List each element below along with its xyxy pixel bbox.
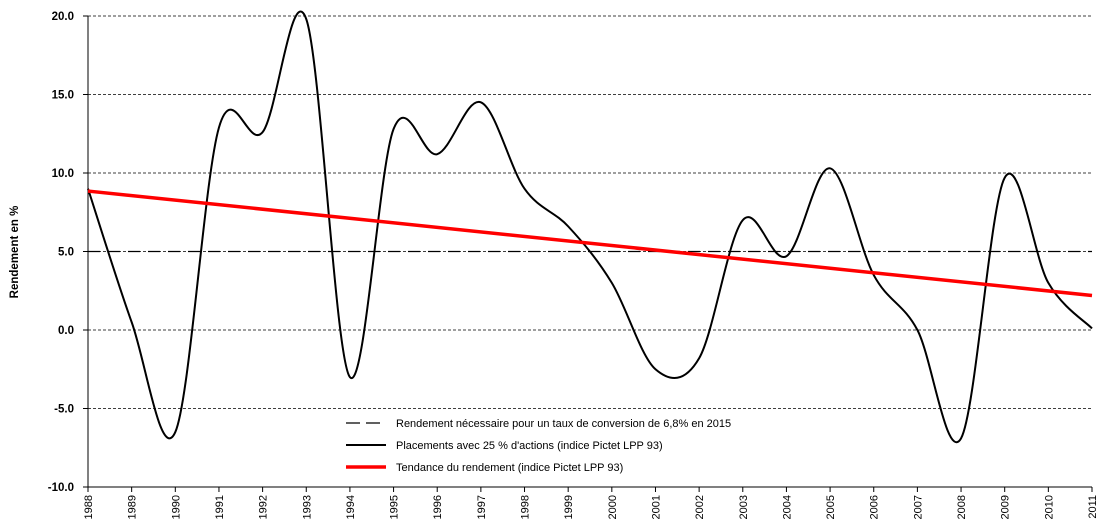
x-tick-label: 2007 [912, 495, 924, 519]
x-tick-label: 2005 [825, 495, 837, 519]
x-tick-label: 2004 [781, 495, 793, 519]
y-axis-label: Rendement en % [9, 206, 21, 299]
x-tick-label: 2008 [956, 495, 968, 519]
legend-label: Tendance du rendement (indice Pictet LPP… [396, 462, 623, 474]
x-tick-label: 2001 [650, 495, 662, 519]
y-tick-label: 10.0 [52, 168, 74, 180]
x-tick-label: 2000 [607, 495, 619, 519]
y-tick-label: 15.0 [52, 90, 74, 102]
x-tick-label: 1996 [432, 495, 444, 519]
y-tick-label: -10.0 [48, 482, 74, 494]
y-tick-label: -5.0 [54, 404, 74, 416]
x-tick-label: 1995 [389, 495, 401, 519]
y-tick-label: 20.0 [52, 11, 74, 23]
x-tick-label: 1993 [301, 495, 313, 519]
x-tick-label: 2011 [1087, 495, 1097, 519]
x-tick-label: 1997 [476, 495, 488, 519]
y-tick-label: 5.0 [58, 247, 74, 259]
x-tick-label: 1988 [83, 495, 95, 519]
y-tick-label: 0.0 [58, 325, 74, 337]
x-tick-label: 1989 [127, 495, 139, 519]
series-line [87, 189, 1093, 298]
legend-label: Rendement nécessaire pour un taux de con… [396, 418, 731, 430]
x-tick-label: 2003 [738, 495, 750, 519]
x-tick-label: 1990 [170, 495, 182, 519]
legend-label: Placements avec 25 % d'actions (indice P… [396, 440, 663, 452]
series-line [87, 10, 1093, 443]
x-tick-label: 1998 [520, 495, 532, 519]
x-tick-label: 2010 [1043, 495, 1055, 519]
x-tick-label: 2006 [869, 495, 881, 519]
x-tick-label: 1992 [258, 495, 270, 519]
x-tick-label: 2002 [694, 495, 706, 519]
x-tick-label: 2009 [1000, 495, 1012, 519]
x-tick-label: 1991 [214, 495, 226, 519]
x-tick-label: 1994 [345, 495, 357, 519]
x-tick-label: 1999 [563, 495, 575, 519]
